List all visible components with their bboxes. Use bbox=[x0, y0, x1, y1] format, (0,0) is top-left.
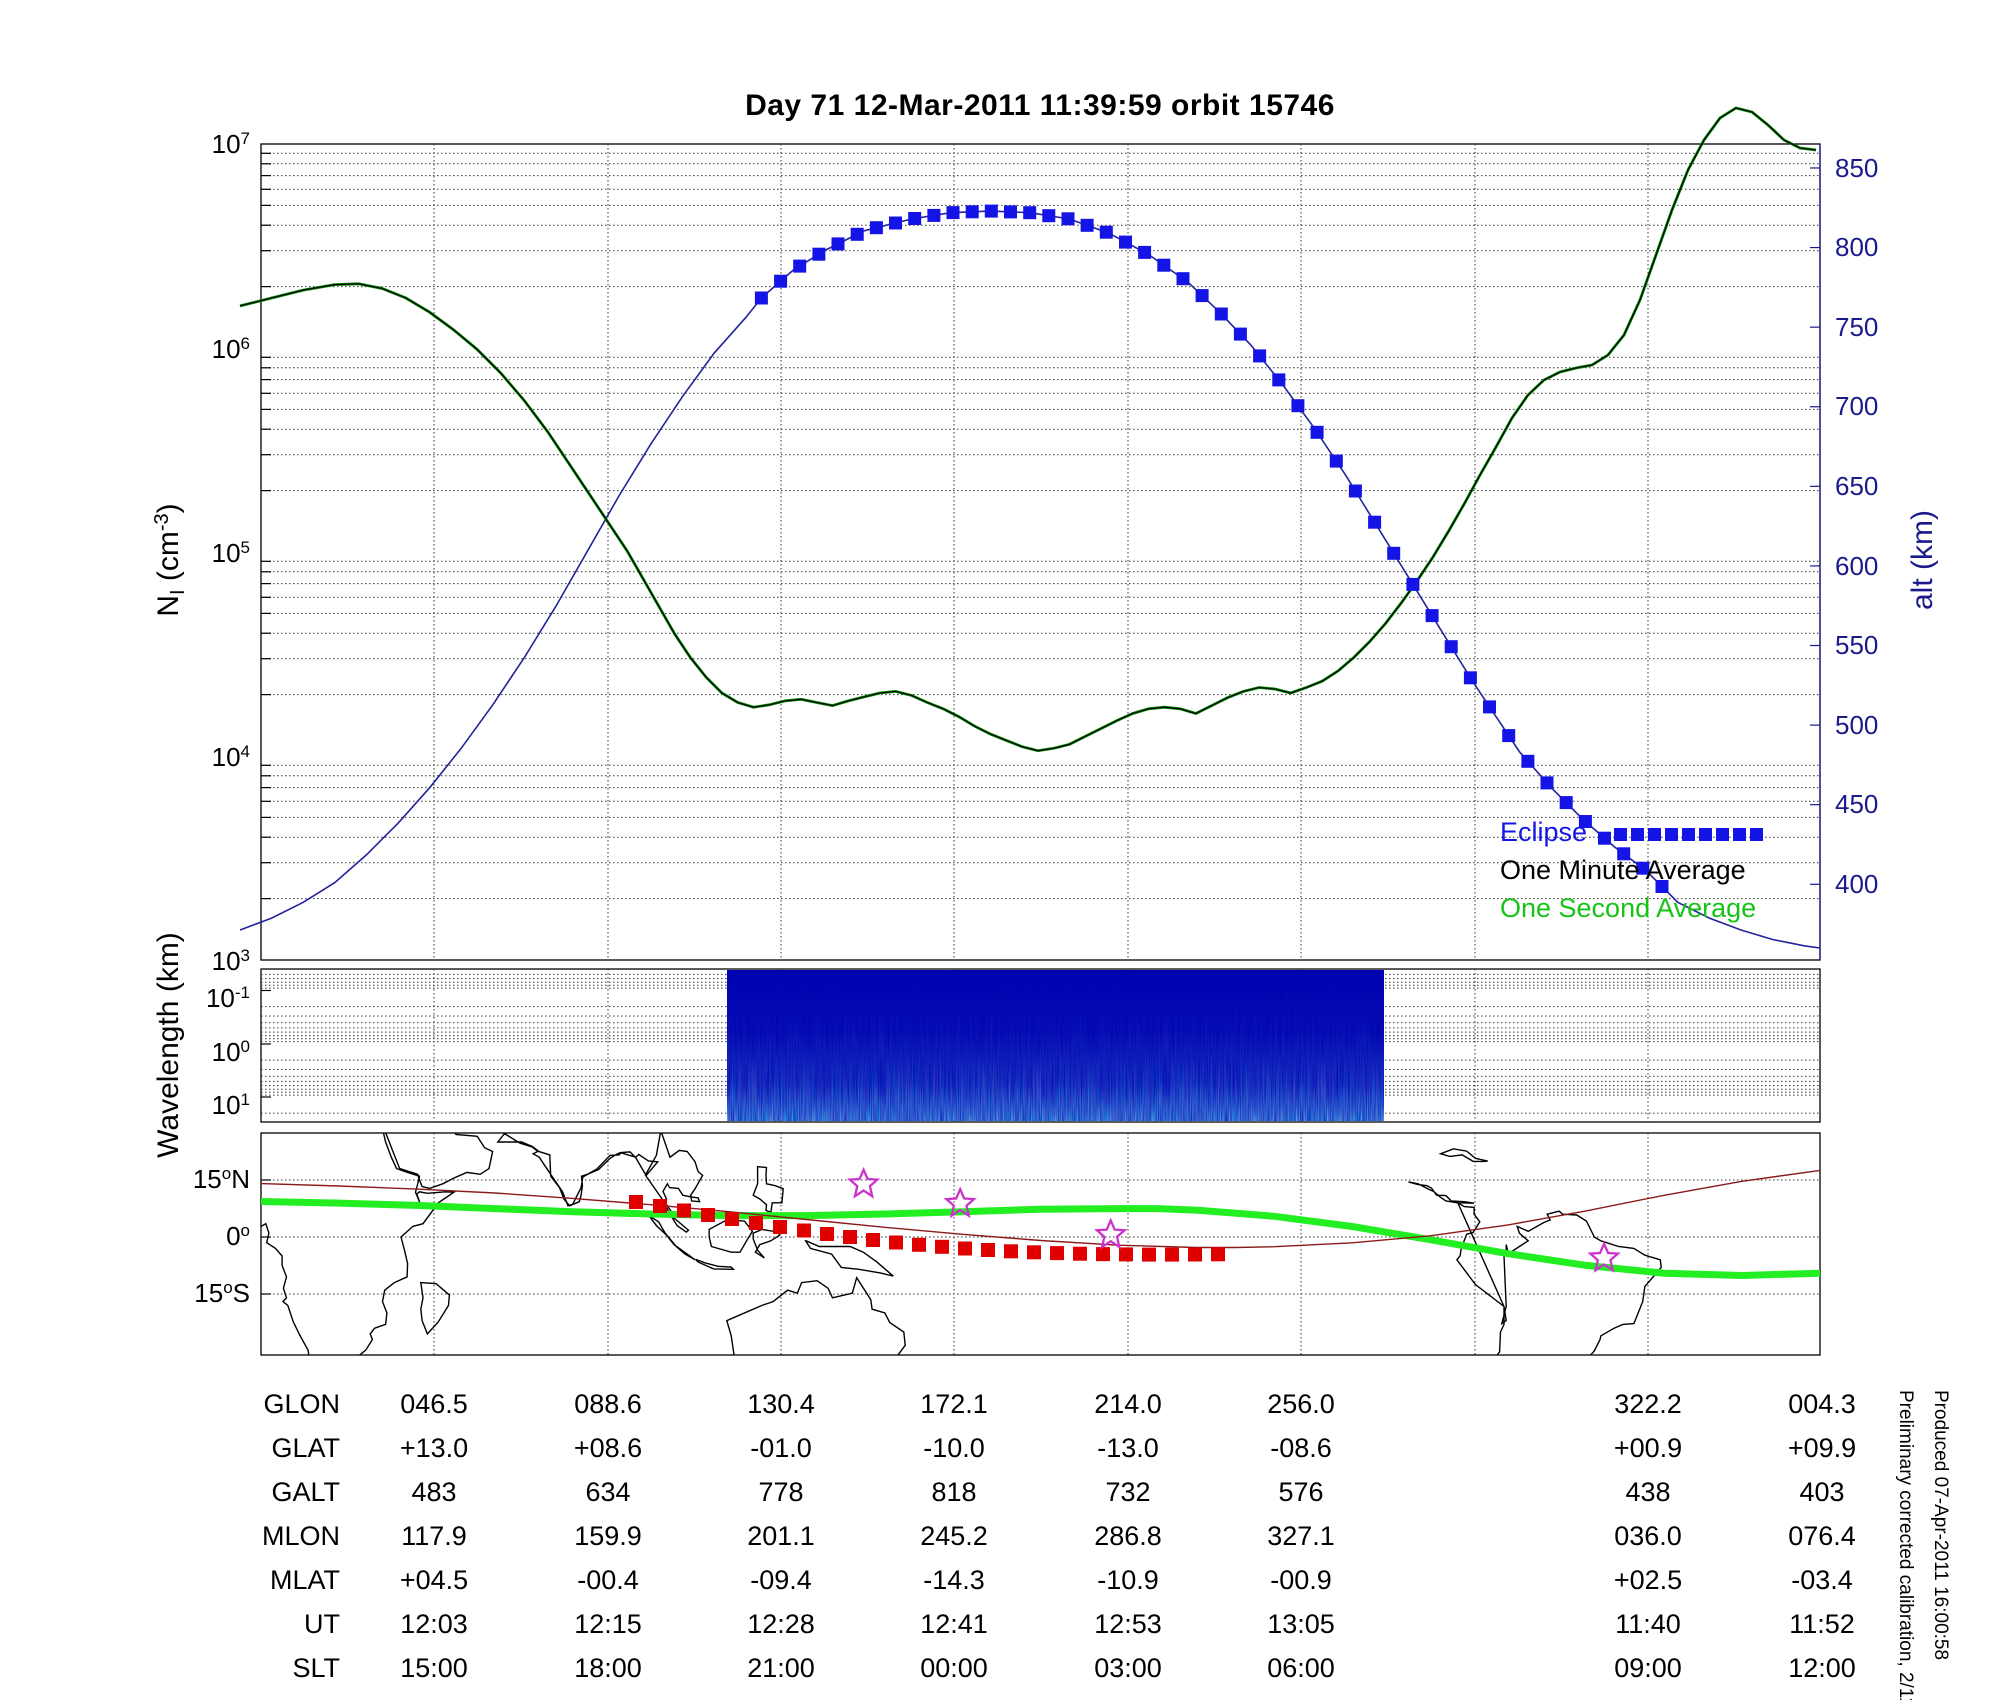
svg-text:Produced 07-Apr-2011 16:00:58: Produced 07-Apr-2011 16:00:58 bbox=[1930, 1390, 1951, 1660]
svg-text:450: 450 bbox=[1835, 789, 1878, 819]
svg-text:11:52: 11:52 bbox=[1789, 1609, 1855, 1639]
svg-text:12:15: 12:15 bbox=[574, 1609, 642, 1639]
svg-text:550: 550 bbox=[1835, 630, 1878, 660]
svg-text:11:40: 11:40 bbox=[1615, 1609, 1681, 1639]
svg-text:GLON: GLON bbox=[263, 1389, 340, 1419]
svg-text:Day 71 12-Mar-2011 11:39:59: Day 71 12-Mar-2011 11:39:59 orbit 15746 bbox=[745, 89, 1335, 122]
svg-text:600: 600 bbox=[1835, 551, 1878, 581]
svg-text:-01.0: -01.0 bbox=[750, 1433, 812, 1463]
svg-text:-10.9: -10.9 bbox=[1097, 1565, 1159, 1595]
svg-text:-13.0: -13.0 bbox=[1097, 1433, 1159, 1463]
svg-text:Eclipse: Eclipse bbox=[1500, 817, 1587, 847]
svg-text:650: 650 bbox=[1835, 471, 1878, 501]
svg-text:201.1: 201.1 bbox=[747, 1521, 815, 1551]
svg-text:286.8: 286.8 bbox=[1094, 1521, 1162, 1551]
svg-text:03:00: 03:00 bbox=[1094, 1653, 1162, 1683]
svg-text:21:00: 21:00 bbox=[747, 1653, 815, 1683]
svg-text:+04.5: +04.5 bbox=[400, 1565, 468, 1595]
svg-text:-14.3: -14.3 bbox=[923, 1565, 985, 1595]
svg-text:+13.0: +13.0 bbox=[400, 1433, 468, 1463]
svg-text:046.5: 046.5 bbox=[400, 1389, 468, 1419]
svg-text:MLAT: MLAT bbox=[270, 1565, 340, 1595]
svg-text:12:00: 12:00 bbox=[1788, 1653, 1856, 1683]
svg-text:SLT: SLT bbox=[292, 1653, 340, 1683]
svg-text:159.9: 159.9 bbox=[574, 1521, 642, 1551]
svg-text:117.9: 117.9 bbox=[401, 1521, 467, 1551]
svg-text:400: 400 bbox=[1835, 869, 1878, 899]
svg-text:-00.4: -00.4 bbox=[577, 1565, 639, 1595]
svg-text:-10.0: -10.0 bbox=[923, 1433, 985, 1463]
svg-text:UT: UT bbox=[304, 1609, 340, 1639]
svg-text:172.1: 172.1 bbox=[920, 1389, 988, 1419]
svg-text:-03.4: -03.4 bbox=[1791, 1565, 1853, 1595]
svg-text:12:53: 12:53 bbox=[1094, 1609, 1162, 1639]
svg-text:+02.5: +02.5 bbox=[1614, 1565, 1682, 1595]
svg-text:+09.9: +09.9 bbox=[1788, 1433, 1856, 1463]
svg-text:750: 750 bbox=[1835, 312, 1878, 342]
svg-text:818: 818 bbox=[931, 1477, 976, 1507]
svg-text:403: 403 bbox=[1799, 1477, 1844, 1507]
svg-text:alt (km): alt (km) bbox=[1906, 510, 1939, 610]
svg-text:-09.4: -09.4 bbox=[750, 1565, 812, 1595]
svg-text:Preliminary corrected calibrat: Preliminary corrected calibration, 2/11/… bbox=[1895, 1390, 1916, 1700]
svg-text:076.4: 076.4 bbox=[1788, 1521, 1856, 1551]
svg-text:12:28: 12:28 bbox=[747, 1609, 815, 1639]
svg-text:12:03: 12:03 bbox=[400, 1609, 468, 1639]
svg-text:18:00: 18:00 bbox=[574, 1653, 642, 1683]
svg-text:One Minute Average: One Minute Average bbox=[1500, 855, 1746, 885]
svg-text:+00.9: +00.9 bbox=[1614, 1433, 1682, 1463]
svg-text:634: 634 bbox=[585, 1477, 630, 1507]
svg-text:GALT: GALT bbox=[271, 1477, 340, 1507]
svg-text:13:05: 13:05 bbox=[1267, 1609, 1335, 1639]
svg-text:245.2: 245.2 bbox=[920, 1521, 988, 1551]
svg-text:-00.9: -00.9 bbox=[1270, 1565, 1332, 1595]
svg-text:732: 732 bbox=[1105, 1477, 1150, 1507]
svg-text:327.1: 327.1 bbox=[1267, 1521, 1335, 1551]
svg-text:One Second Average: One Second Average bbox=[1500, 893, 1756, 923]
svg-text:483: 483 bbox=[411, 1477, 456, 1507]
svg-text:088.6: 088.6 bbox=[574, 1389, 642, 1419]
svg-text:500: 500 bbox=[1835, 710, 1878, 740]
svg-text:700: 700 bbox=[1835, 391, 1878, 421]
svg-text:+08.6: +08.6 bbox=[574, 1433, 642, 1463]
svg-text:09:00: 09:00 bbox=[1614, 1653, 1682, 1683]
svg-text:004.3: 004.3 bbox=[1788, 1389, 1856, 1419]
svg-text:214.0: 214.0 bbox=[1094, 1389, 1162, 1419]
svg-text:256.0: 256.0 bbox=[1267, 1389, 1335, 1419]
svg-text:130.4: 130.4 bbox=[747, 1389, 815, 1419]
svg-text:036.0: 036.0 bbox=[1614, 1521, 1682, 1551]
svg-text:GLAT: GLAT bbox=[271, 1433, 340, 1463]
svg-text:-08.6: -08.6 bbox=[1270, 1433, 1332, 1463]
svg-text:15oN: 15oN bbox=[193, 1164, 250, 1194]
svg-text:850: 850 bbox=[1835, 153, 1878, 183]
svg-text:12:41: 12:41 bbox=[920, 1609, 988, 1639]
svg-text:438: 438 bbox=[1625, 1477, 1670, 1507]
svg-text:322.2: 322.2 bbox=[1614, 1389, 1682, 1419]
svg-text:MLON: MLON bbox=[262, 1521, 340, 1551]
svg-text:06:00: 06:00 bbox=[1267, 1653, 1335, 1683]
svg-text:15:00: 15:00 bbox=[400, 1653, 468, 1683]
svg-text:800: 800 bbox=[1835, 232, 1878, 262]
svg-text:00:00: 00:00 bbox=[920, 1653, 988, 1683]
svg-text:778: 778 bbox=[758, 1477, 803, 1507]
svg-text:Wavelength (km): Wavelength (km) bbox=[152, 932, 185, 1158]
svg-text:15oS: 15oS bbox=[194, 1278, 250, 1308]
svg-text:576: 576 bbox=[1278, 1477, 1323, 1507]
